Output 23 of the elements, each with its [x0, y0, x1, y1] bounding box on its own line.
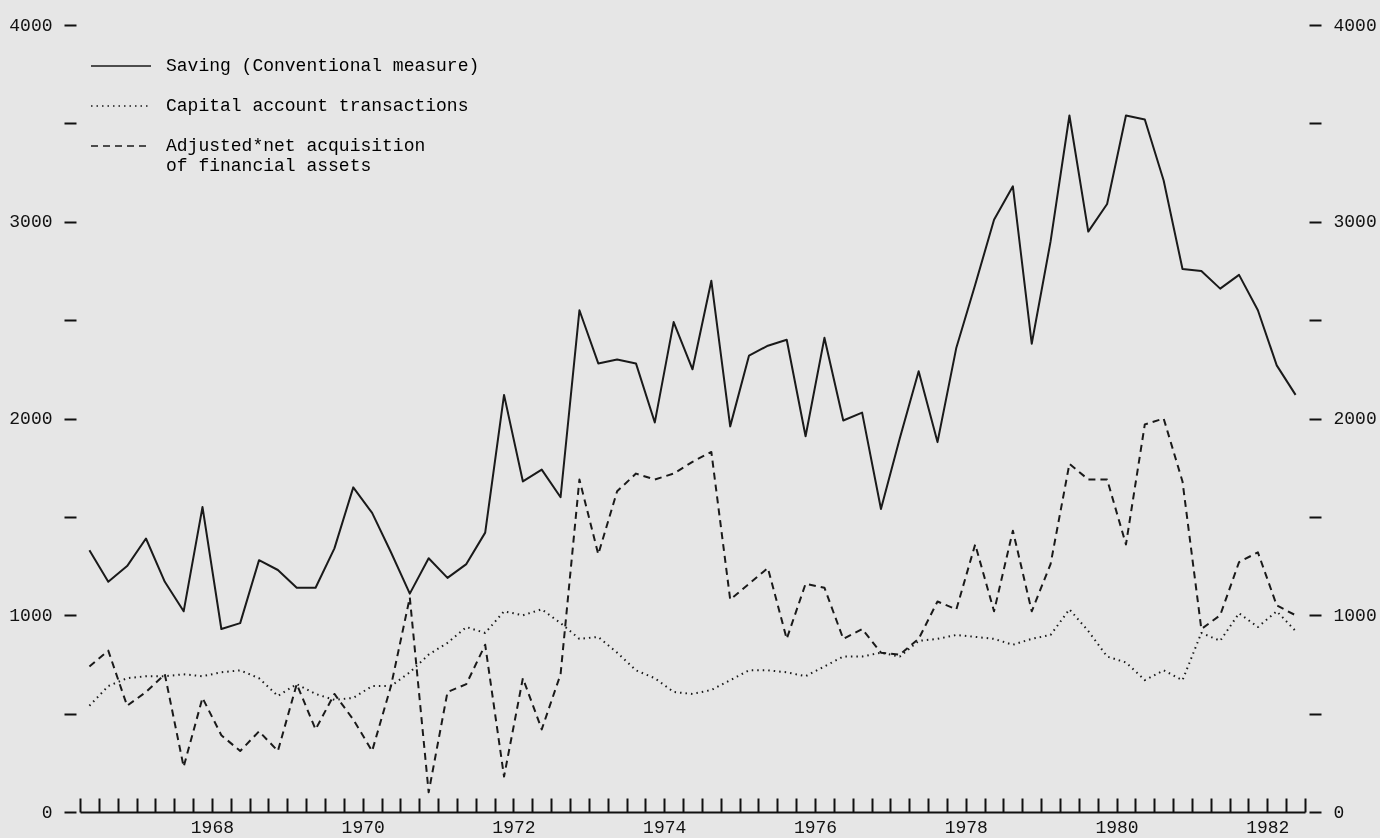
x-tick-label: 1982 — [1246, 817, 1290, 838]
x-tick-label: 1968 — [190, 817, 235, 838]
legend-label: Capital account transactions — [166, 96, 469, 116]
x-tick-label: 1978 — [944, 817, 988, 838]
y2-tick-label: 0 — [1333, 802, 1345, 823]
y-tick-label: 1000 — [9, 605, 53, 626]
y2-tick-label: 3000 — [1333, 212, 1377, 233]
x-tick-label: 1970 — [341, 817, 385, 838]
x-tick-label: 1976 — [793, 817, 838, 838]
y-tick-label: 2000 — [9, 409, 53, 429]
x-tick-label: 1974 — [643, 817, 687, 838]
line-series — [88, 114, 1297, 631]
y2-tick-label: 2000 — [1333, 409, 1377, 429]
y2-tick-label: 4000 — [1333, 15, 1377, 36]
y-tick-label: 0 — [41, 802, 53, 823]
legend-label: Saving (Conventional measure) — [166, 56, 480, 76]
x-tick-label: 1972 — [492, 817, 536, 838]
legend-label: Adjusted*net acquisition of financial assets — [166, 136, 426, 176]
line-series — [88, 417, 1297, 794]
y-tick-label: 3000 — [9, 212, 53, 233]
y2-tick-label: 1000 — [1333, 605, 1377, 626]
y-tick-label: 4000 — [9, 15, 53, 36]
x-tick-label: 1980 — [1095, 817, 1139, 838]
